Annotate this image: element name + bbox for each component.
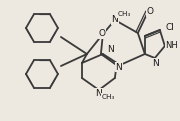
Text: N: N (107, 45, 114, 54)
Text: N: N (152, 58, 159, 68)
Text: N: N (112, 15, 118, 24)
Text: CH₃: CH₃ (117, 11, 130, 17)
Text: NH: NH (165, 41, 178, 49)
Text: N: N (96, 88, 102, 98)
Text: CH₃: CH₃ (101, 94, 115, 100)
Text: N: N (116, 63, 122, 72)
Text: Cl: Cl (165, 23, 174, 31)
Text: O: O (98, 30, 105, 38)
Text: O: O (146, 8, 153, 16)
